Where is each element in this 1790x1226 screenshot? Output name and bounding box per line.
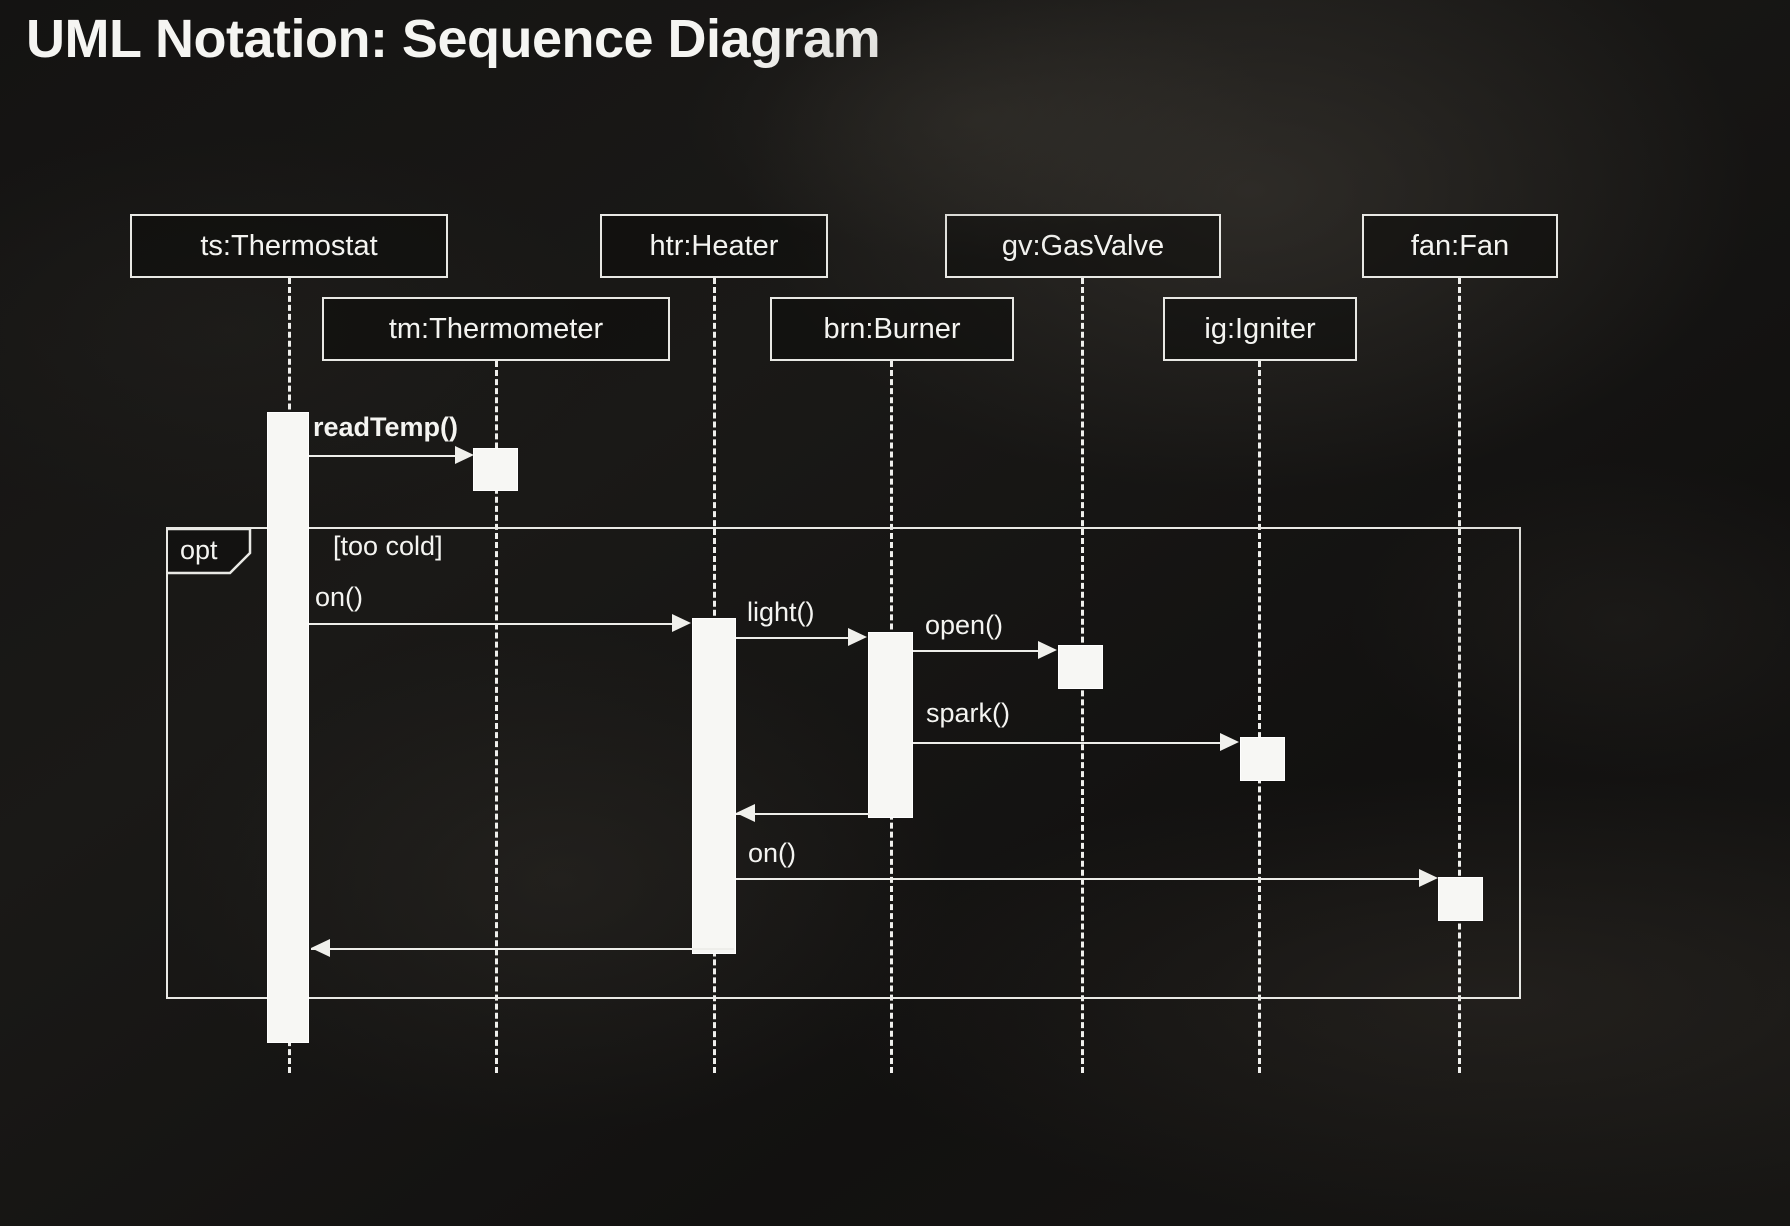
arrowhead-return-burner-heater — [736, 804, 755, 822]
activation-tm-thermometer — [473, 448, 518, 491]
activation-htr-heater — [692, 618, 736, 954]
fragment-opt-guard: [too cold] — [333, 531, 443, 561]
lifeline-box-fan-fan[interactable]: fan:Fan — [1362, 214, 1558, 278]
arrowhead-on-fan — [1419, 869, 1438, 887]
message-label-spark: spark() — [926, 698, 1011, 728]
message-label-on-heater: on() — [315, 582, 364, 612]
lifeline-ig-igniter — [1258, 361, 1261, 1073]
lifeline-label: gv:GasValve — [1001, 229, 1165, 262]
lifeline-box-htr-heater[interactable]: htr:Heater — [600, 214, 828, 278]
arrowhead-light — [848, 628, 867, 646]
message-label-on-fan: on() — [748, 838, 797, 868]
message-line-readtemp — [309, 455, 457, 457]
lifeline-label: ts:Thermostat — [200, 229, 378, 262]
lifeline-box-gv-gasvalve[interactable]: gv:GasValve — [945, 214, 1221, 278]
fragment-opt-tag: opt — [166, 527, 250, 571]
message-line-open — [913, 650, 1039, 652]
fragment-operator-label: opt — [180, 534, 218, 565]
arrowhead-on-heater — [672, 614, 691, 632]
lifeline-label: fan:Fan — [1410, 229, 1510, 262]
lifeline-box-ts-thermostat[interactable]: ts:Thermostat — [130, 214, 448, 278]
lifeline-label: htr:Heater — [649, 229, 779, 262]
lifeline-tm-thermometer — [495, 361, 498, 1073]
arrowhead-readtemp — [455, 446, 474, 464]
lifeline-box-ig-igniter[interactable]: ig:Igniter — [1163, 297, 1357, 361]
page-title: UML Notation: Sequence Diagram — [26, 9, 881, 69]
arrowhead-return-heater-thermostat — [311, 939, 330, 957]
activation-brn-burner — [868, 632, 913, 818]
activation-fan-fan — [1438, 877, 1483, 921]
lifeline-label: tm:Thermometer — [388, 312, 604, 345]
lifeline-label: ig:Igniter — [1204, 312, 1316, 345]
message-line-spark — [913, 742, 1221, 744]
message-line-light — [736, 637, 850, 639]
lifeline-box-tm-thermometer[interactable]: tm:Thermometer — [322, 297, 670, 361]
lifeline-fan-fan — [1458, 278, 1461, 1073]
activation-ig-igniter — [1240, 737, 1285, 781]
message-label-light: light() — [747, 597, 815, 627]
arrowhead-spark — [1220, 733, 1239, 751]
fragment-opt[interactable] — [166, 527, 1521, 999]
message-line-return-burner-heater — [736, 813, 870, 815]
message-line-on-fan — [736, 878, 1422, 880]
lifeline-box-brn-burner[interactable]: brn:Burner — [770, 297, 1014, 361]
activation-gv-gasvalve — [1058, 645, 1103, 689]
message-label-open: open() — [925, 610, 1004, 640]
message-label-readtemp: readTemp() — [313, 412, 459, 442]
message-line-return-heater-thermostat — [311, 948, 734, 950]
lifeline-label: brn:Burner — [823, 312, 961, 345]
message-line-on-heater — [309, 623, 674, 625]
arrowhead-open — [1038, 641, 1057, 659]
activation-ts-thermostat — [267, 412, 309, 1043]
